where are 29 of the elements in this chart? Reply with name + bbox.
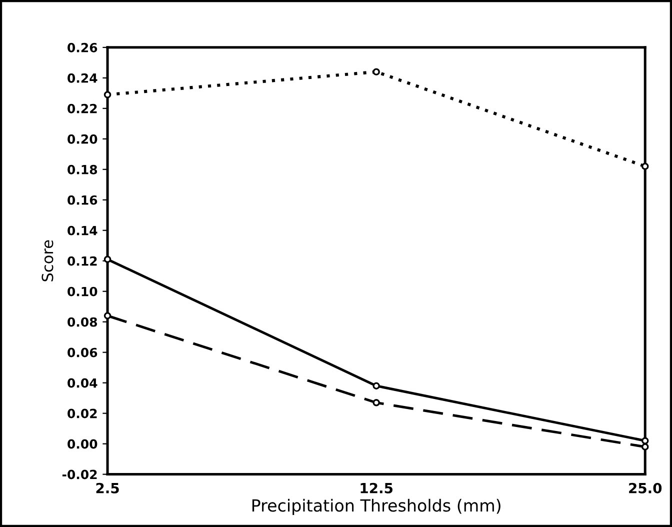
y-tick-label: -0.02 — [62, 470, 97, 480]
y-tick-label: 0.14 — [68, 226, 98, 236]
x-tick-label: 25.0 — [629, 482, 662, 494]
y-tick-label: 0.04 — [68, 378, 98, 388]
point — [642, 162, 649, 170]
point — [104, 312, 112, 320]
x-axis-title: Precipitation Thresholds (mm) — [252, 498, 500, 515]
y-tick-label: 0.24 — [68, 73, 98, 83]
y-tick-label: 0.00 — [68, 439, 98, 449]
point — [642, 443, 649, 450]
y-tick-label: 0.10 — [68, 286, 98, 296]
y-tick-label: 0.06 — [68, 348, 98, 358]
y-tick-label: 0.20 — [68, 134, 98, 144]
y-tick-label: 0.12 — [68, 256, 97, 266]
point — [372, 382, 380, 390]
y-tick-label: 0.02 — [68, 408, 97, 418]
y-tick-label: 0.18 — [68, 164, 98, 174]
y-axis-title: Score — [42, 240, 54, 282]
y-tick-label: 0.22 — [68, 104, 97, 114]
point — [104, 256, 112, 263]
x-tick-label: 2.5 — [96, 482, 119, 494]
x-tick-label: 12.5 — [360, 482, 392, 494]
point — [372, 399, 380, 406]
y-tick-label: 0.16 — [68, 195, 98, 205]
y-tick-label: 0.26 — [68, 42, 98, 52]
y-tick-label: 0.08 — [68, 317, 98, 327]
point — [104, 91, 112, 98]
point — [642, 437, 649, 444]
point — [372, 68, 380, 76]
